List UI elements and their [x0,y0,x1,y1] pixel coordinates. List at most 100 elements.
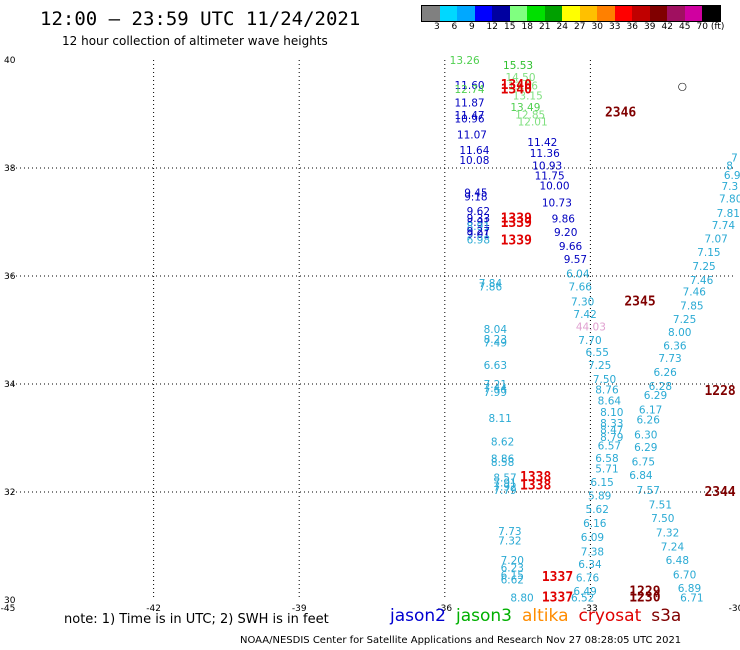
wave-height-value: 6.29 [644,390,667,402]
color-swatch [684,6,702,21]
wave-height-value: 8.11 [488,413,511,425]
wave-height-value: 11.47 [455,110,485,122]
wave-height-value: 7.49 [484,338,507,350]
color-swatch [457,6,475,21]
wave-height-value: 6.84 [629,470,653,482]
wave-height-value: 9.27 [467,226,490,238]
color-swatch [562,6,580,21]
wave-height-value: 6.48 [666,555,689,567]
wave-height-value: 8.64 [598,396,622,408]
color-scale-bar [421,5,721,22]
wave-height-value: 8.23 [484,334,507,346]
legend-entry: cryosat [578,606,642,626]
color-swatch [422,6,440,21]
wave-height-value: 15.53 [503,60,533,72]
wave-height-value: 6.9 [724,170,740,182]
pass-time-label: 1339 [501,234,532,249]
color-scale-label: 30 [591,22,603,32]
lat-tick-label: 36 [4,272,16,282]
pass-time-label: 1229 [629,585,660,600]
legend-entry: altika [522,606,569,626]
color-scale-label: 15 [504,22,516,32]
legend-entry: jason2 [390,606,446,626]
wave-height-value: 6.16 [583,518,607,530]
pass-time-label: 1339 [501,216,532,231]
pass-time-label: 1338 [520,478,551,493]
wave-height-value: 6.26 [637,414,661,426]
pass-time-label: 1338 [520,470,551,485]
pass-time-label: 2345 [624,295,655,310]
wave-height-value: 11.07 [457,129,487,141]
wave-height-value: 9.66 [559,241,583,253]
lat-tick-label: 40 [4,56,16,66]
wave-height-value: 9.20 [554,227,577,239]
wave-height-value: 8.62 [491,437,514,449]
axis-ticks: -45 -42 -39 -36 -33 -30 40 38 36 34 32 30 [1,56,740,614]
wave-height-value: 11.87 [455,97,485,109]
wave-height-value: 14.50 [505,72,535,84]
wave-height-value: 7.46 [683,286,707,298]
pass-time-label: 1337 [542,591,573,606]
color-scale-label: 6 [451,22,458,32]
wave-height-value: 6.17 [639,405,662,417]
wave-height-value: 7.32 [498,535,521,547]
wave-height-value: 12.85 [515,109,545,121]
color-swatch [614,6,632,21]
wave-height-value: 7.99 [484,387,507,399]
color-swatch [439,6,457,21]
color-scale-label: 24 [556,22,568,32]
wave-height-value: 13.15 [513,90,543,102]
wave-height-value: 6.76 [576,573,600,585]
wave-height-value: 10.96 [455,114,485,126]
wave-height-value: 8.47 [600,425,623,437]
wave-height-value: 7.15 [697,247,720,259]
wave-height-value: 7.84 [479,278,503,290]
wave-height-value: 7.25 [588,360,611,372]
pass-time-label: 2344 [704,485,735,500]
wave-height-value: 9.18 [464,191,487,203]
wave-height-value: 6.98 [467,235,490,247]
color-scale-label: 39 [644,22,656,32]
wave-height-value: 6.30 [634,430,657,442]
wave-height-value: 9.57 [564,254,587,266]
pass-time-label: 1340 [501,78,532,93]
color-swatch [509,6,527,21]
wave-height-value: 6.62 [501,574,524,586]
wave-height-value: 7.38 [581,547,604,559]
wave-height-value: 6.36 [663,340,687,352]
wave-height-value: 11.42 [527,137,557,149]
wave-height-value: 6.34 [578,559,602,571]
lon-tick-label: -36 [437,604,452,614]
wave-height-value: 8.00 [668,327,691,339]
color-scale-label: 9 [469,22,475,32]
wave-height-value: 8.80 [510,593,533,605]
grid-lines [8,60,736,600]
color-scale-label: 27 [574,22,586,32]
footnote: note: 1) Time is in UTC; 2) SWH is in fe… [64,612,329,627]
wave-height-value: 7.24 [661,541,685,553]
color-scale-label: 3 [434,22,440,32]
color-swatch [474,6,492,21]
wave-height-value: 6.89 [678,583,701,595]
wave-height-value: 7.92 [493,481,516,493]
legend-entry: jason3 [456,606,512,626]
wave-height-value: 7.42 [573,309,596,321]
color-scale-label: 21 [539,22,551,32]
wave-height-value: 6.15 [590,477,613,489]
wave-height-value: 8.91 [467,221,490,233]
wave-height-value: 5.62 [586,504,609,516]
wave-height-value: 6.26 [653,367,677,379]
wave-height-value: 7.25 [692,261,715,273]
lat-tick-label: 34 [4,380,16,390]
color-scale-label: 18 [521,22,533,32]
wave-height-value: 7.3 [721,181,738,193]
wave-height-value: 9.62 [467,206,490,218]
wave-height-value: 13.49 [510,102,540,114]
pass-time-label: 1340 [501,82,532,97]
color-swatch [527,6,545,21]
page-title: 12:00 — 23:59 UTC 11/24/2021 [40,8,361,30]
wave-height-value: 7.91 [493,478,516,490]
credit-line: NOAA/NESDIS Center for Satellite Applica… [240,635,682,646]
wave-height-value: 6.57 [598,440,621,452]
